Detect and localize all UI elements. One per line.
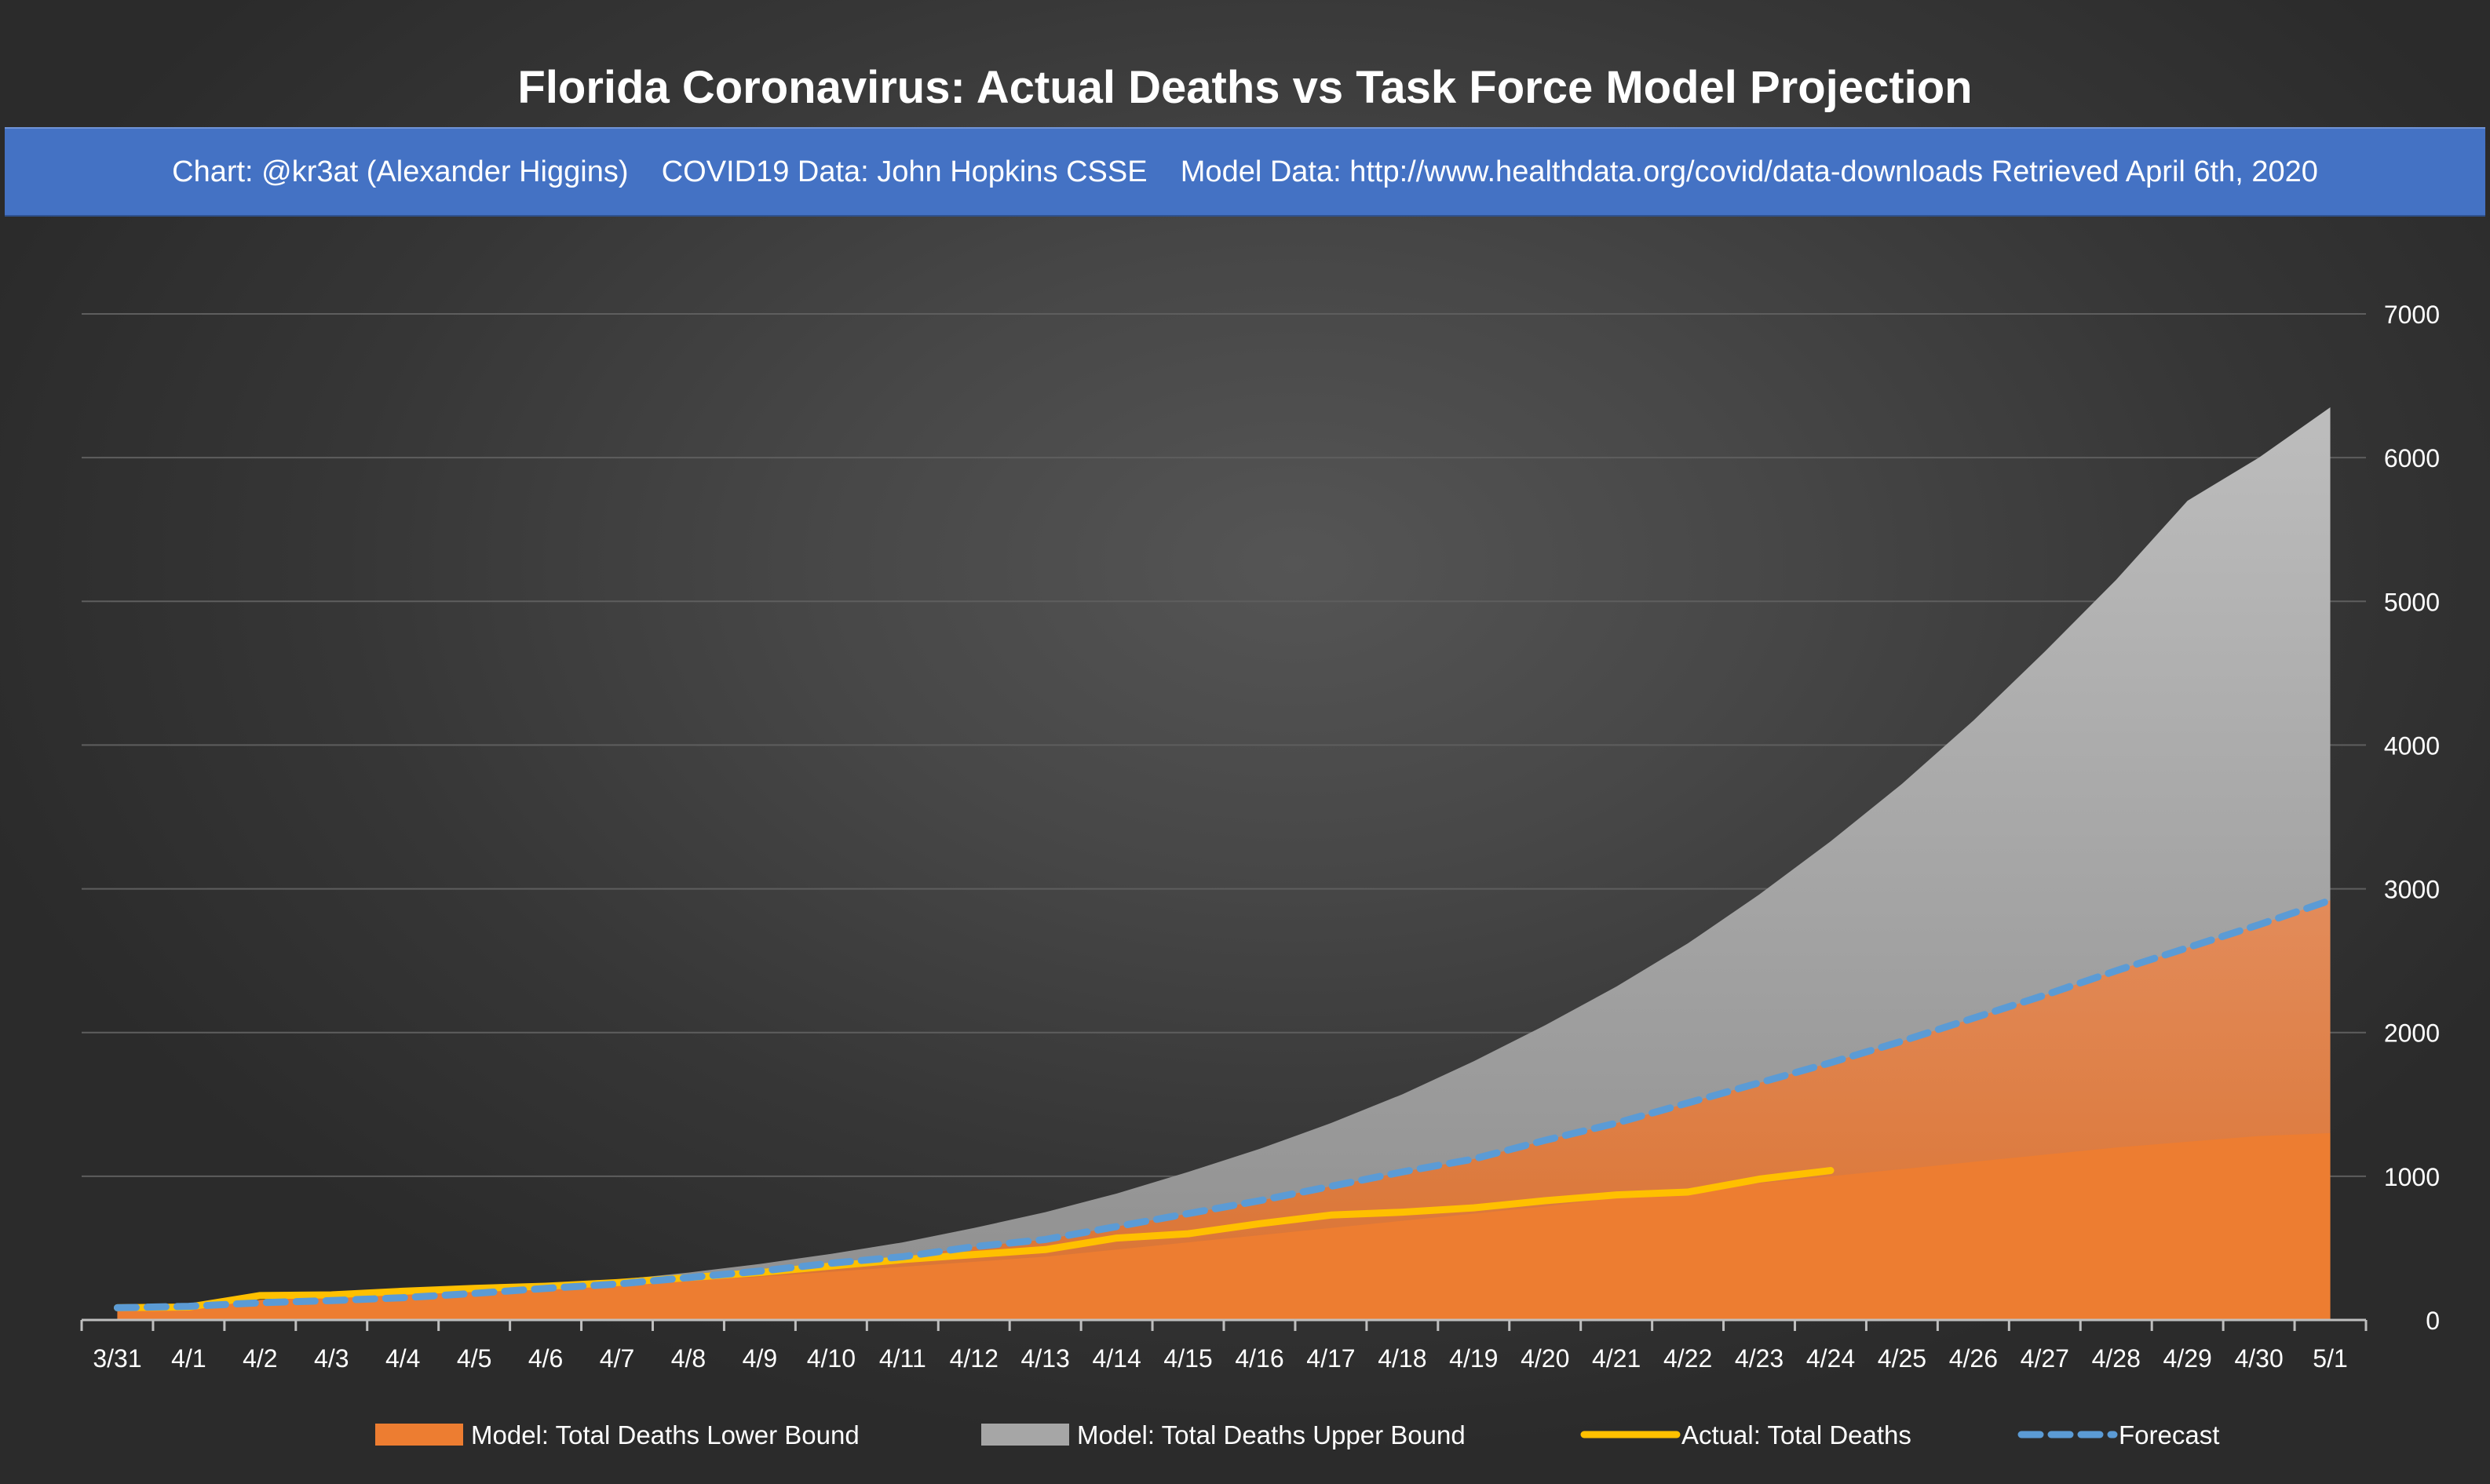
x-tick-label: 4/17: [1306, 1344, 1355, 1373]
area-lower-bound: [117, 1132, 2331, 1320]
x-tick-label: 4/2: [243, 1344, 277, 1373]
x-tick-label: 4/30: [2234, 1344, 2283, 1373]
x-tick-label: 4/3: [314, 1344, 349, 1373]
legend-label: Model: Total Deaths Upper Bound: [1077, 1420, 1466, 1449]
x-tick-label: 5/1: [2313, 1344, 2347, 1373]
y-tick-label: 6000: [2384, 444, 2440, 472]
x-tick-label: 4/29: [2163, 1344, 2212, 1373]
y-tick-label: 5000: [2384, 588, 2440, 616]
y-tick-label: 7000: [2384, 301, 2440, 329]
y-tick-label: 2000: [2384, 1019, 2440, 1048]
x-tick-label: 4/19: [1449, 1344, 1498, 1373]
legend-item: Actual: Total Deaths: [1580, 1420, 1911, 1449]
y-tick-label: 1000: [2384, 1163, 2440, 1191]
line-series: [113, 896, 2335, 1311]
x-tick-label: 4/12: [950, 1344, 999, 1373]
x-tick-label: 4/5: [457, 1344, 491, 1373]
legend-label: Forecast: [2119, 1420, 2219, 1449]
area-series: [117, 407, 2331, 1320]
x-tick-label: 4/23: [1735, 1344, 1784, 1373]
subtitle-text: Chart: @kr3at (Alexander Higgins) COVID1…: [172, 155, 2318, 188]
legend-label: Actual: Total Deaths: [1681, 1420, 1911, 1449]
chart-title: Florida Coronavirus: Actual Deaths vs Ta…: [517, 62, 1973, 113]
y-tick-label: 0: [2426, 1307, 2440, 1335]
line-forecast: [113, 896, 2335, 1311]
x-tick-label: 4/11: [879, 1344, 926, 1373]
x-axis-labels: 3/31 4/1 4/2 4/3 4/4 4/5 4/6 4/7 4/8 4/9 4/10 4/11 4…: [93, 1344, 2347, 1373]
x-tick-label: 4/18: [1378, 1344, 1426, 1373]
legend: Model: Total Deaths Lower Bound Model: To…: [375, 1420, 2219, 1449]
x-tick-label: 4/8: [671, 1344, 706, 1373]
x-tick-label: 4/9: [743, 1344, 777, 1373]
legend-item: Model: Total Deaths Lower Bound: [375, 1420, 860, 1449]
x-tick-label: 4/4: [385, 1344, 420, 1373]
legend-item: Forecast: [2017, 1420, 2219, 1449]
x-tick-label: 4/6: [528, 1344, 563, 1373]
x-tick-label: 4/15: [1163, 1344, 1212, 1373]
line-actual-deaths: [113, 1167, 1835, 1311]
x-tick-label: 4/20: [1521, 1344, 1569, 1373]
x-tick-label: 4/27: [2021, 1344, 2069, 1373]
x-tick-label: 3/31: [93, 1344, 141, 1373]
x-tick-label: 4/7: [600, 1344, 634, 1373]
x-tick-label: 4/21: [1592, 1344, 1641, 1373]
x-tick-label: 4/28: [2092, 1344, 2141, 1373]
x-tick-label: 4/13: [1021, 1344, 1070, 1373]
legend-label: Model: Total Deaths Lower Bound: [471, 1420, 860, 1449]
legend-swatch: [375, 1424, 463, 1446]
x-tick-label: 4/25: [1878, 1344, 1926, 1373]
y-tick-label: 4000: [2384, 731, 2440, 760]
x-tick-label: 4/16: [1235, 1344, 1283, 1373]
legend-item: Model: Total Deaths Upper Bound: [981, 1420, 1466, 1449]
x-tick-label: 4/10: [807, 1344, 856, 1373]
x-tick-label: 4/22: [1663, 1344, 1712, 1373]
y-tick-label: 3000: [2384, 876, 2440, 904]
subtitle-banner: Chart: @kr3at (Alexander Higgins) COVID1…: [5, 127, 2485, 217]
x-tick-label: 4/24: [1806, 1344, 1855, 1373]
x-axis: [80, 1318, 2368, 1331]
legend-swatch: [981, 1424, 1069, 1446]
x-tick-label: 4/26: [1949, 1344, 1998, 1373]
x-tick-label: 4/1: [171, 1344, 206, 1373]
y-axis-labels: 0 1000 2000 3000 4000 5000 6000 7000: [2384, 301, 2440, 1335]
x-tick-label: 4/14: [1092, 1344, 1141, 1373]
